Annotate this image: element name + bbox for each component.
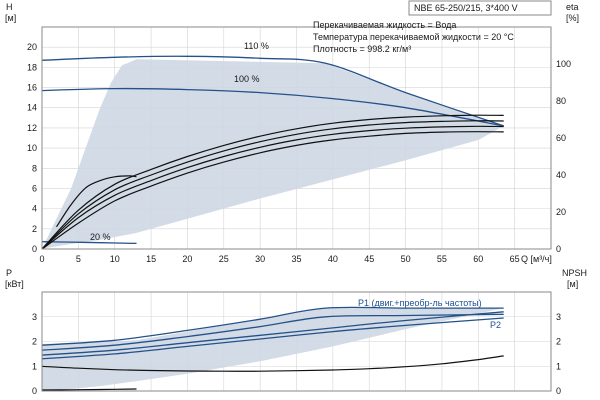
eta-axis-title: eta bbox=[566, 2, 579, 12]
x-tick-label: 15 bbox=[146, 254, 156, 264]
power-y-tick-label: 3 bbox=[32, 312, 37, 322]
npsh-y-tick-label: 1 bbox=[556, 361, 561, 371]
power-series-0 bbox=[41, 306, 504, 346]
eta-axis-unit: [%] bbox=[566, 13, 579, 23]
power-chart-curves bbox=[41, 306, 504, 391]
head-chart-frame bbox=[41, 26, 552, 250]
power-series-3 bbox=[41, 317, 504, 360]
x-tick-label: 10 bbox=[110, 254, 120, 264]
power-y-tick-label: 0 bbox=[32, 386, 37, 396]
curve-label-20: 20 % bbox=[90, 232, 111, 242]
head-series-3 bbox=[41, 131, 504, 250]
x-tick-label: 45 bbox=[364, 254, 374, 264]
x-tick-label: 0 bbox=[39, 254, 44, 264]
eta-y-tick-label: 40 bbox=[556, 170, 566, 180]
head-y-tick-label: 12 bbox=[27, 123, 37, 133]
x-tick-label: 30 bbox=[255, 254, 265, 264]
head-y-tick-label: 8 bbox=[32, 163, 37, 173]
head-y-tick-label: 16 bbox=[27, 83, 37, 93]
info-density: Плотность = 998.2 кг/м³ bbox=[313, 44, 411, 54]
head-series-1 bbox=[41, 87, 504, 127]
npsh-axis-title: NPSH bbox=[562, 268, 587, 278]
x-tick-label: 5 bbox=[76, 254, 81, 264]
head-axis-title: H bbox=[6, 2, 13, 12]
head-series-0 bbox=[41, 55, 504, 127]
power-y-tick-label: 2 bbox=[32, 337, 37, 347]
head-axis-unit: [м] bbox=[5, 13, 16, 23]
flow-axis-title: Q [м³/ч] bbox=[521, 254, 552, 264]
head-y-tick-label: 4 bbox=[32, 204, 37, 214]
model-label: NBE 65-250/215, 3*400 V bbox=[414, 3, 518, 13]
head-y-tick-label: 2 bbox=[32, 224, 37, 234]
head-series-6 bbox=[41, 114, 504, 250]
head-series-2 bbox=[41, 241, 137, 245]
power-chart-frame bbox=[41, 291, 552, 392]
power-series-4 bbox=[41, 355, 504, 372]
npsh-y-tick-label: 2 bbox=[556, 337, 561, 347]
x-tick-label: 40 bbox=[328, 254, 338, 264]
info-fluid: Перекачиваемая жидкость = Вода bbox=[313, 20, 456, 30]
curve-label-110: 110 % bbox=[244, 41, 269, 51]
head-y-tick-label: 10 bbox=[27, 143, 37, 153]
head-series-7 bbox=[56, 175, 137, 228]
x-tick-label: 50 bbox=[401, 254, 411, 264]
npsh-y-tick-label: 0 bbox=[556, 386, 561, 396]
x-tick-label: 60 bbox=[473, 254, 483, 264]
head-y-tick-label: 0 bbox=[32, 244, 37, 254]
tick-labels: 0 5 10 15 20 25 30 35 40 45 50 55 60 6502468101214161… bbox=[27, 42, 571, 396]
eta-y-tick-label: 100 bbox=[556, 59, 571, 69]
head-series-5 bbox=[41, 120, 504, 250]
power-axis-title: P bbox=[6, 268, 12, 278]
x-tick-label: 20 bbox=[182, 254, 192, 264]
npsh-axis-unit: [м] bbox=[567, 279, 578, 289]
head-y-tick-label: 6 bbox=[32, 183, 37, 193]
x-tick-label: 35 bbox=[291, 254, 301, 264]
p2-label: P2 bbox=[490, 320, 501, 330]
x-tick-label: 25 bbox=[219, 254, 229, 264]
power-series-2 bbox=[41, 311, 504, 356]
x-tick-label: 65 bbox=[510, 254, 520, 264]
model-label-box bbox=[408, 0, 552, 16]
eta-y-tick-label: 60 bbox=[556, 133, 566, 143]
head-operating-area bbox=[42, 59, 504, 249]
info-temperature: Температура перекачиваемой жидкости = 20… bbox=[313, 32, 514, 42]
eta-y-tick-label: 20 bbox=[556, 207, 566, 217]
head-chart-curves bbox=[41, 55, 504, 250]
head-y-tick-label: 14 bbox=[27, 103, 37, 113]
power-series-1 bbox=[41, 313, 504, 351]
p1-label: P1 (двиг.+преобр-ль частоты) bbox=[358, 298, 482, 308]
x-tick-label: 55 bbox=[437, 254, 447, 264]
power-series-5 bbox=[41, 388, 137, 391]
curve-label-100: 100 % bbox=[234, 74, 260, 84]
eta-y-tick-label: 0 bbox=[556, 244, 561, 254]
power-axis-unit: [кВт] bbox=[5, 279, 24, 289]
head-series-4 bbox=[41, 125, 504, 250]
power-operating-area bbox=[42, 308, 504, 391]
head-y-tick-label: 20 bbox=[27, 42, 37, 52]
head-y-tick-label: 18 bbox=[27, 62, 37, 72]
eta-y-tick-label: 80 bbox=[556, 96, 566, 106]
npsh-y-tick-label: 3 bbox=[556, 312, 561, 322]
power-y-tick-label: 1 bbox=[32, 361, 37, 371]
